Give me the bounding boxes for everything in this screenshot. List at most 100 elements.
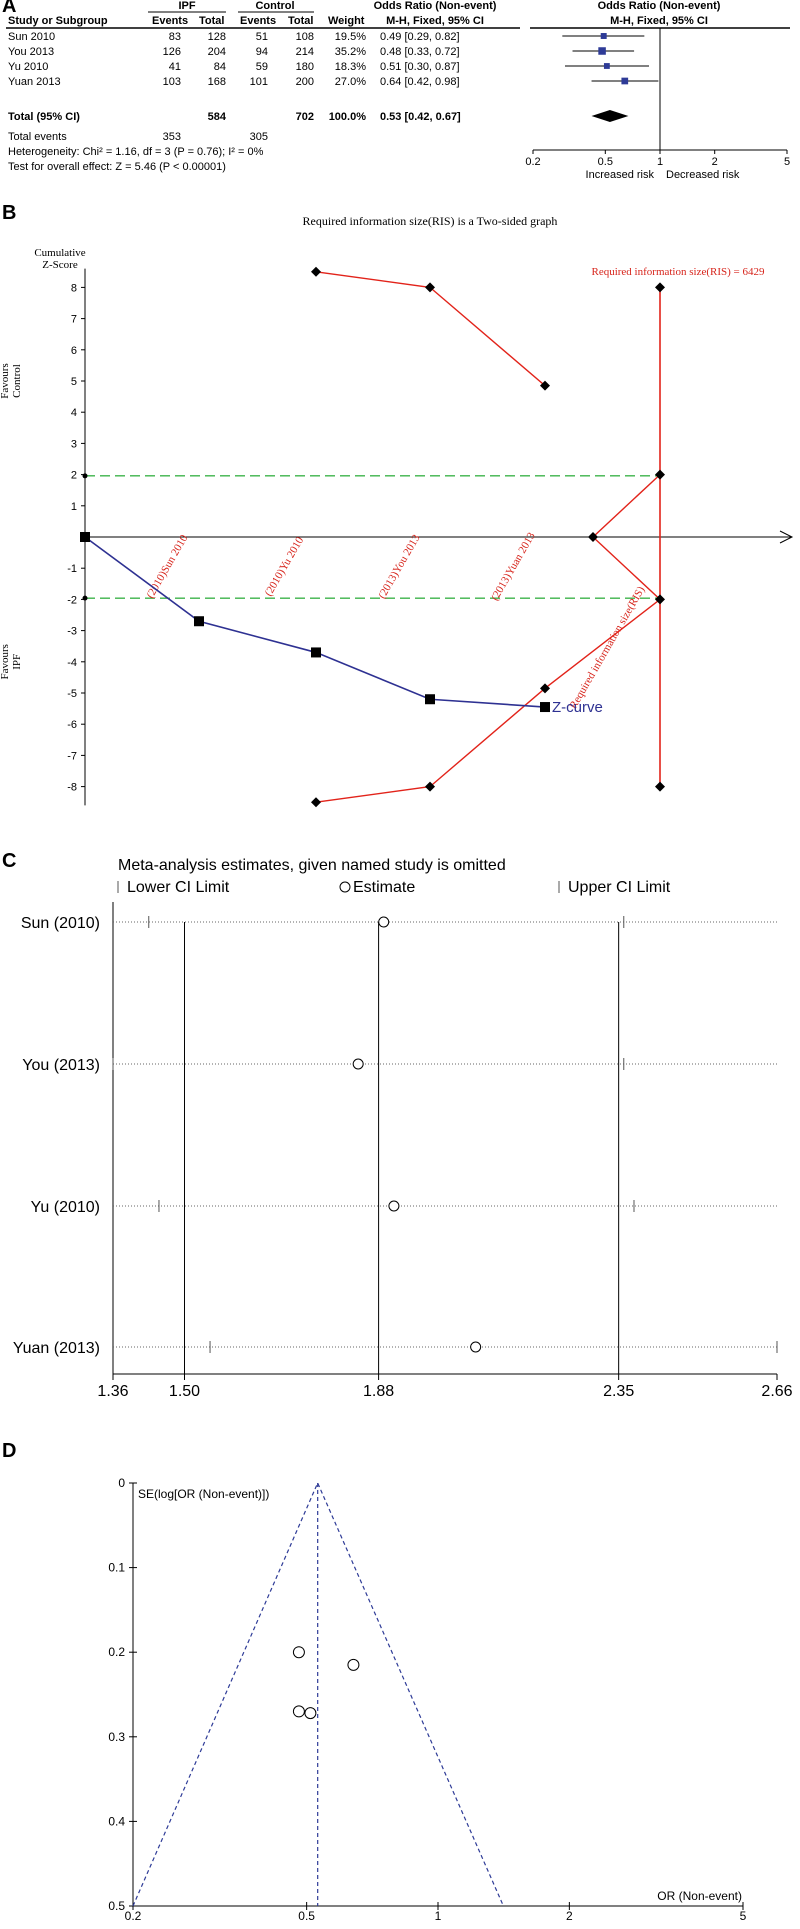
sens-x-tick-label: 2.66 — [761, 1383, 792, 1400]
tsa-plot: Required information size(RIS) is a Two-… — [0, 214, 794, 808]
funnel-x-tick-label: 1 — [435, 1909, 442, 1923]
total-name: Total (95% CI) — [8, 111, 80, 123]
study-ci: 0.64 [0.42, 0.98] — [380, 76, 460, 88]
sens-estimate-point — [470, 1341, 482, 1353]
forest-tick-label: 0.5 — [598, 156, 613, 168]
study-ci: 0.51 [0.30, 0.87] — [380, 61, 460, 73]
study-total-ipf: 84 — [214, 61, 226, 73]
forest-plot: IPF Control Odds Ratio (Non-event) Odds Rat… — [6, 0, 790, 181]
favours-control-2: Control — [11, 364, 23, 398]
sens-title: Meta-analysis estimates, given named stu… — [118, 857, 506, 874]
panel-d-label: D — [2, 1440, 17, 1462]
tsa-y-tick-label: -5 — [67, 688, 77, 700]
sens-estimate-point — [388, 1200, 400, 1212]
tsa-y-tick-label: 2 — [71, 470, 77, 482]
panel-a: A IPF Control Odds Ratio (Non-event) Odds R… — [0, 0, 800, 181]
panel-c-label: C — [2, 850, 17, 872]
sens-row-label: You (2013) — [22, 1057, 100, 1074]
total-total-control: 702 — [296, 111, 314, 123]
tsa-y-tick-label: 5 — [71, 376, 77, 388]
tsa-y-tick-label: 4 — [71, 407, 77, 419]
funnel-study-point — [347, 1658, 360, 1671]
heterogeneity-text: Heterogeneity: Chi² = 1.16, df = 3 (P = … — [8, 146, 264, 158]
study-events-control: 51 — [256, 31, 268, 43]
study-weight: 19.5% — [335, 31, 366, 43]
legend-estimate-mark — [339, 881, 351, 893]
futility-upper-line — [592, 474, 661, 538]
study-total-control: 214 — [296, 46, 314, 58]
z-curve-point — [311, 647, 321, 658]
funnel-x-tick-label: 5 — [740, 1909, 747, 1923]
study-ci: 0.49 [0.29, 0.82] — [380, 31, 460, 43]
funnel-y-tick-label: 0 — [118, 1476, 125, 1490]
tsa-x-label: (2013)You 2013 — [376, 532, 423, 601]
forest-tick-label: 0.2 — [525, 156, 540, 168]
conventional-lower-dot — [82, 595, 88, 601]
tsa-y-tick-label: -1 — [67, 563, 77, 575]
upper-boundary-point — [540, 380, 550, 391]
study-total-control: 200 — [296, 76, 314, 88]
sens-row-label: Sun (2010) — [21, 915, 100, 932]
tsa-y-tick-label: -7 — [67, 750, 77, 762]
sens-estimate-point — [378, 916, 390, 928]
increased-risk-label: Increased risk — [586, 169, 655, 180]
group1-header: IPF — [178, 0, 195, 12]
funnel-x-label: OR (Non-event) — [657, 1889, 742, 1903]
study-total-ipf: 128 — [208, 31, 226, 43]
or-table-sub: M-H, Fixed, 95% CI — [386, 15, 484, 27]
study-weight: 18.3% — [335, 61, 366, 73]
tsa-x-label: (2010)Yu 2010 — [263, 535, 307, 599]
funnel-y-label: SE(log[OR (Non-event)]) — [138, 1487, 269, 1501]
panel-b-label: B — [2, 202, 17, 224]
total-weight: 100.0% — [329, 111, 367, 123]
ris-upper-point — [655, 282, 665, 293]
sens-x-tick-label: 1.50 — [169, 1383, 200, 1400]
study-events-control: 94 — [256, 46, 268, 58]
total-diamond — [591, 110, 629, 122]
z-curve-point — [540, 702, 550, 713]
tsa-x-label: (2013)Yuan 2013 — [489, 530, 538, 603]
favours-ipf-1: Favours — [0, 644, 11, 679]
futility-lower-line — [592, 536, 661, 600]
funnel-study-point — [292, 1705, 305, 1718]
sens-row-label: Yuan (2013) — [13, 1340, 100, 1357]
funnel-y-tick-label: 0.3 — [108, 1730, 125, 1744]
study-total-ipf: 168 — [208, 76, 226, 88]
panel-c: C Meta-analysis estimates, given named s… — [0, 850, 800, 1420]
funnel-x-tick-label: 0.5 — [298, 1909, 315, 1923]
or-table-header: Odds Ratio (Non-event) — [374, 0, 497, 12]
conventional-upper-dot — [82, 473, 88, 479]
sens-x-tick-label: 1.36 — [97, 1383, 128, 1400]
funnel-x-tick-label: 0.2 — [125, 1909, 142, 1923]
cumulative-label: Cumulative — [34, 247, 85, 259]
funnel-study-point — [292, 1646, 305, 1659]
forest-tick-label: 1 — [657, 156, 663, 168]
total-events-control: 305 — [250, 131, 268, 143]
tsa-y-tick-label: -3 — [67, 626, 77, 638]
panel-a-label: A — [2, 0, 17, 17]
lower-boundary-point — [540, 683, 550, 694]
z-curve-point — [194, 616, 204, 627]
z-curve-point — [80, 532, 90, 542]
ris-label: Required information size(RIS) = 6429 — [591, 266, 765, 278]
sens-x-tick-label: 1.88 — [363, 1383, 394, 1400]
funnel-study-point — [304, 1707, 317, 1720]
tsa-x-label: (2010)Sun 2010 — [144, 532, 190, 600]
study-or-square — [603, 63, 610, 69]
tsa-y-tick-label: -8 — [67, 782, 77, 794]
favours-control-1: Favours — [0, 363, 11, 398]
ris-axis-label: Required information size(RIS) — [567, 584, 647, 711]
study-events-control: 101 — [250, 76, 268, 88]
study-weight: 35.2% — [335, 46, 366, 58]
study-name: Sun 2010 — [8, 31, 55, 43]
tsa-x-arrow — [779, 530, 794, 544]
upper-boundary-point — [425, 282, 435, 293]
zscore-label: Z-Score — [42, 259, 78, 271]
forest-tick-label: 5 — [784, 156, 790, 168]
total-ci: 0.53 [0.42, 0.67] — [380, 111, 461, 123]
study-events-ipf: 41 — [169, 61, 181, 73]
ris-lower-point — [655, 781, 665, 792]
funnel-plot: SE(log[OR (Non-event)]) OR (Non-event) 0 0.… — [108, 1476, 747, 1923]
sens-x-tick-label: 2.35 — [603, 1383, 634, 1400]
panel-b: B Required information size(RIS) is a Tw… — [0, 200, 800, 830]
